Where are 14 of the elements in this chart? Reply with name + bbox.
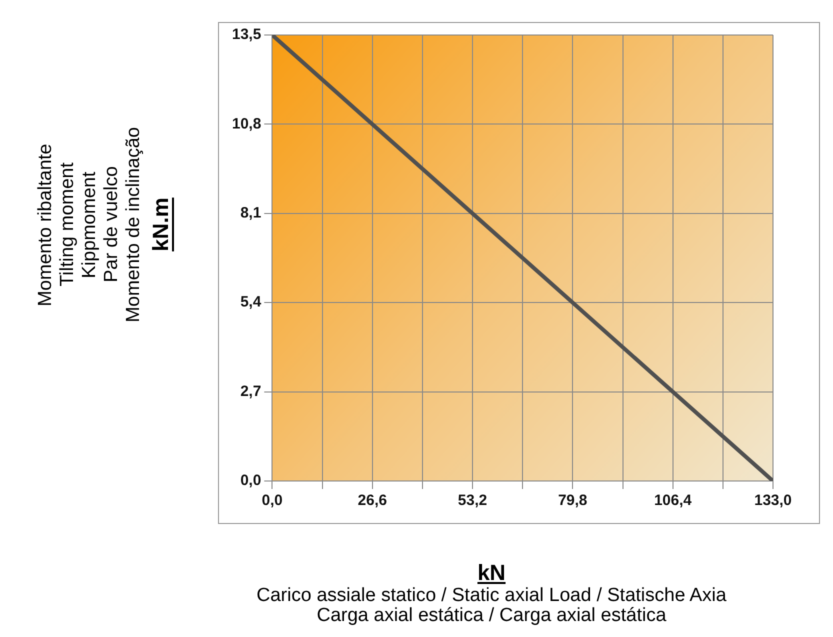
x-tick-label: 133,0 [754,492,792,510]
x-tick-label: 79,8 [558,492,588,510]
y-tick-label: 13,5 [232,26,262,44]
x-axis-title: kN Carico assiale statico / Static axial Load / Statische Axia Carga axial estática / Carga axial estática [256,560,728,626]
y-tick-label: 2,7 [240,382,262,400]
y-tick-label: 10,8 [232,115,262,132]
y-axis-title: Momento ribaltante Tilting moment Kippmoment Par de vuelco Momento de inclinação kN.m [35,127,174,323]
y-tick-label: 8,1 [240,204,262,222]
x-tick-label: 53,2 [458,492,488,510]
y-tick-label: 5,4 [240,294,262,311]
x-tick-label: 26,6 [358,492,387,510]
x-tick-label: 106,4 [654,492,692,510]
y-tick-label: 0,0 [240,472,262,490]
x-tick-label: 0,0 [262,492,283,510]
